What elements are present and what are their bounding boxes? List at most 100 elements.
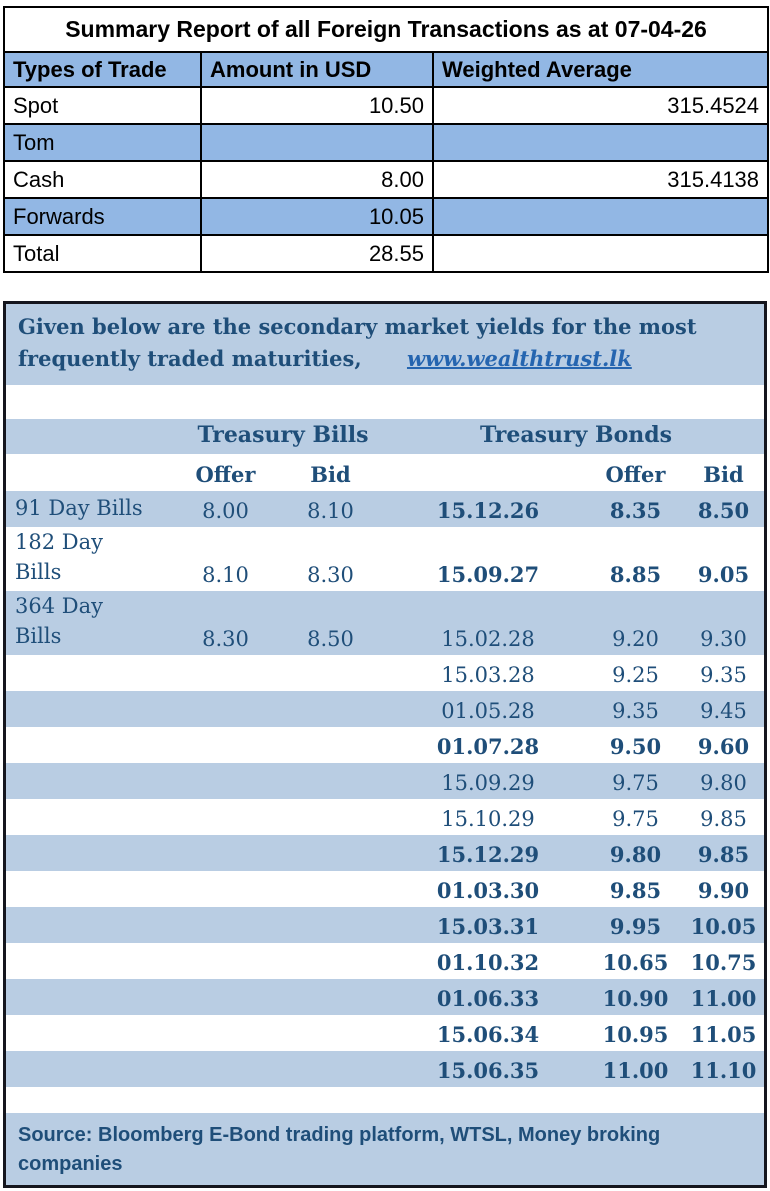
maturity-label-cell [6, 1051, 178, 1088]
bill-offer-cell: 8.00 [178, 491, 273, 528]
bond-offer-cell: 10.95 [602, 1022, 669, 1048]
bill-bid-cell [273, 907, 388, 944]
bills-bid-header: Bid [310, 462, 351, 488]
bond-bid-cell: 9.80 [683, 763, 765, 800]
weighted-average-cell: 315.4138 [431, 160, 770, 199]
col-header-weighted-average: Weighted Average [431, 51, 770, 88]
summary-header-row: Types of Trade Amount in USD Weighted Av… [3, 51, 770, 88]
yield-row: 15.03.28 9.25 9.35 [6, 655, 764, 691]
yield-row: 01.06.33 10.90 11.00 [6, 979, 765, 1016]
maturity-label-cell [6, 691, 178, 728]
bond-bid-cell: 9.60 [697, 734, 750, 760]
yields-section: Given below are the secondary market yie… [3, 301, 767, 1188]
yield-row: 15.06.34 10.95 11.05 [6, 1015, 764, 1051]
maturity-label-cell [6, 727, 178, 763]
col-header-amount-usd: Amount in USD [200, 51, 434, 88]
bond-offer-cell: 8.35 [588, 491, 683, 528]
bond-bid-cell: 10.75 [690, 950, 757, 976]
maturity-label-cell [6, 763, 178, 800]
bill-offer-cell: 8.30 [178, 591, 273, 656]
yield-row: 01.07.28 9.50 9.60 [6, 727, 764, 763]
bond-offer-cell: 9.35 [588, 691, 683, 728]
bond-bid-cell: 9.05 [697, 562, 750, 588]
treasury-bills-header: Treasury Bills [178, 419, 388, 455]
weighted-average-cell: 315.4524 [431, 86, 770, 125]
bond-offer-cell: 9.85 [609, 878, 662, 904]
bond-bid-cell: 9.35 [700, 663, 747, 688]
bond-date-cell: 01.10.32 [436, 950, 540, 976]
intro-line-1: Given below are the secondary market yie… [18, 314, 697, 339]
yield-row: 01.10.32 10.65 10.75 [6, 943, 764, 979]
yield-row: 15.06.35 11.00 11.10 [6, 1051, 765, 1088]
bill-offer-cell [178, 655, 273, 691]
bonds-offer-header: Offer [605, 462, 666, 488]
bill-offer-cell [178, 691, 273, 728]
bond-date-cell: 15.09.29 [388, 763, 588, 800]
weighted-average-cell [431, 234, 770, 273]
bill-offer-cell [178, 907, 273, 944]
report-page: Summary Report of all Foreign Transactio… [0, 6, 770, 1191]
yields-intro: Given below are the secondary market yie… [6, 304, 764, 385]
maturity-label-cell [6, 655, 178, 691]
amount-usd-cell: 8.00 [200, 160, 434, 199]
bond-bid-cell: 11.00 [683, 979, 765, 1016]
bill-bid-cell [273, 871, 388, 907]
bill-bid-cell [273, 979, 388, 1016]
bond-offer-cell: 9.20 [588, 591, 683, 656]
bonds-bid-header: Bid [703, 462, 744, 488]
bond-bid-cell: 9.90 [697, 878, 750, 904]
intro-line-2-text: frequently traded maturities, [18, 346, 362, 371]
summary-row: Cash 8.00 315.4138 [3, 160, 770, 199]
bond-date-cell: 01.07.28 [436, 734, 540, 760]
wealthtrust-link[interactable]: www.wealthtrust.lk [406, 346, 632, 371]
source-line-1: Source: Bloomberg E-Bond trading platfor… [18, 1124, 661, 1146]
bill-bid-cell [273, 763, 388, 800]
bill-bid-cell [273, 943, 388, 979]
bill-bid-cell [273, 1015, 388, 1051]
sub-header-spacer [6, 454, 178, 491]
bond-bid-cell: 8.50 [683, 491, 765, 528]
bond-offer-cell: 10.90 [588, 979, 683, 1016]
bill-offer-cell [178, 1015, 273, 1051]
treasury-bonds-header: Treasury Bonds [388, 419, 765, 455]
bond-bid-cell: 9.45 [683, 691, 765, 728]
yields-sub-header-row: Offer Bid Offer Bid [6, 454, 764, 491]
bill-offer-cell [178, 799, 273, 835]
maturity-label-cell [6, 1015, 178, 1051]
trade-type-cell: Spot [3, 86, 202, 125]
bond-offer-cell: 9.95 [588, 907, 683, 944]
summary-title: Summary Report of all Foreign Transactio… [2, 6, 770, 53]
amount-usd-cell: 10.05 [200, 197, 434, 236]
maturity-label-cell [6, 979, 178, 1016]
yields-table-body: 91 Day Bills 8.00 8.10 15.12.26 8.35 8.50 182 … [6, 491, 765, 1088]
spacer-below-table [6, 1087, 764, 1113]
yields-group-header-row: Treasury Bills Treasury Bonds [6, 419, 765, 455]
bond-offer-cell: 8.85 [609, 562, 662, 588]
bill-bid-cell: 8.10 [273, 491, 388, 528]
col-header-types-of-trade: Types of Trade [3, 51, 202, 88]
bill-offer-cell [178, 763, 273, 800]
amount-usd-cell: 10.50 [200, 86, 434, 125]
bond-offer-cell: 9.80 [588, 835, 683, 872]
bill-bid-cell: 8.50 [273, 591, 388, 656]
bill-offer-cell [178, 871, 273, 907]
trade-type-cell: Forwards [3, 197, 202, 236]
bill-bid-cell [273, 691, 388, 728]
yields-table: Treasury Bills Treasury Bonds Offer Bid … [6, 419, 765, 1088]
trade-type-cell: Total [3, 234, 202, 273]
bill-offer-cell [178, 979, 273, 1016]
bond-bid-cell: 9.30 [683, 591, 765, 656]
maturity-label-cell [6, 799, 178, 835]
yield-row: 15.09.29 9.75 9.80 [6, 763, 765, 800]
amount-usd-cell [200, 123, 434, 162]
bill-bid-cell [273, 727, 388, 763]
summary-table: Summary Report of all Foreign Transactio… [2, 6, 770, 273]
bond-date-cell: 15.09.27 [436, 562, 540, 588]
amount-usd-cell: 28.55 [200, 234, 434, 273]
bill-bid-cell [273, 835, 388, 872]
bond-bid-cell: 10.05 [683, 907, 765, 944]
yield-row: 91 Day Bills 8.00 8.10 15.12.26 8.35 8.50 [6, 491, 765, 528]
yield-row: 01.05.28 9.35 9.45 [6, 691, 765, 728]
maturity-label-cell [6, 907, 178, 944]
bond-date-cell: 15.03.28 [441, 663, 535, 688]
